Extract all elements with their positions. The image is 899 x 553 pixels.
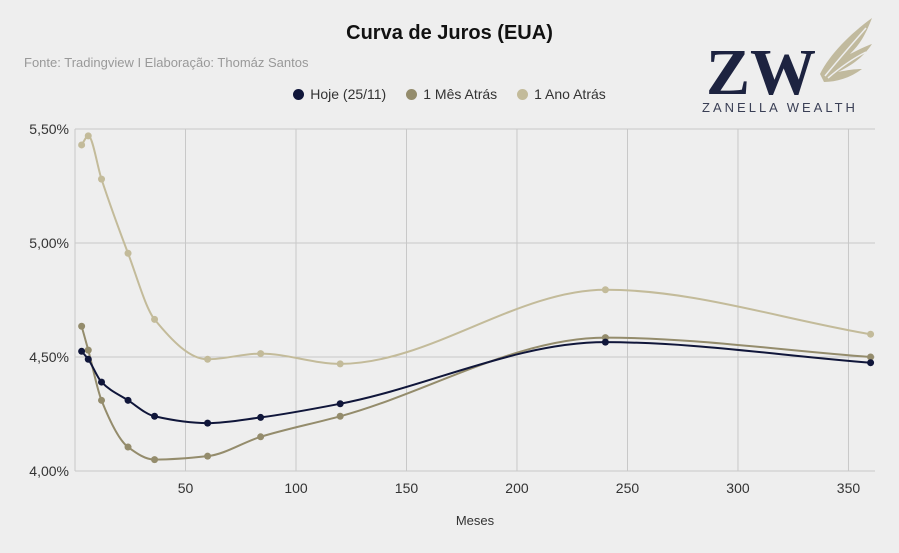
x-tick-labels: 50 100 150 200 250 300 350 bbox=[178, 480, 861, 496]
x-axis-label: Meses bbox=[456, 513, 495, 528]
series-lines bbox=[80, 134, 871, 461]
data-point-0[interactable] bbox=[98, 378, 106, 386]
y-tick-labels: 4,00% 4,50% 5,00% 5,50% bbox=[29, 121, 69, 479]
source-note: Fonte: Tradingview I Elaboração: Thomáz … bbox=[24, 55, 309, 70]
legend-dot-1-ano bbox=[517, 88, 529, 100]
data-point-2[interactable] bbox=[124, 249, 132, 257]
data-point-0[interactable] bbox=[336, 400, 344, 408]
data-point-1[interactable] bbox=[257, 433, 265, 441]
data-point-2[interactable] bbox=[336, 360, 344, 368]
legend-item-1-mes[interactable]: 1 Mês Atrás bbox=[406, 86, 497, 102]
y-tick-label: 4,50% bbox=[29, 349, 69, 365]
data-point-2[interactable] bbox=[78, 141, 86, 149]
data-point-2[interactable] bbox=[204, 355, 212, 363]
data-point-2[interactable] bbox=[151, 315, 159, 323]
data-point-2[interactable] bbox=[257, 350, 265, 358]
x-tick-label: 350 bbox=[837, 480, 861, 496]
data-point-1[interactable] bbox=[151, 456, 159, 464]
x-tick-label: 150 bbox=[395, 480, 419, 496]
legend-item-1-ano[interactable]: 1 Ano Atrás bbox=[517, 86, 606, 102]
data-point-2[interactable] bbox=[601, 286, 609, 294]
data-point-0[interactable] bbox=[78, 347, 86, 355]
legend-dot-hoje bbox=[293, 88, 305, 100]
data-point-2[interactable] bbox=[867, 330, 875, 338]
data-point-0[interactable] bbox=[124, 396, 132, 404]
data-point-2[interactable] bbox=[98, 175, 106, 183]
y-tick-label: 5,00% bbox=[29, 235, 69, 251]
x-tick-label: 300 bbox=[726, 480, 750, 496]
legend-label-1-mes: 1 Mês Atrás bbox=[423, 86, 498, 102]
x-tick-label: 100 bbox=[284, 480, 308, 496]
data-point-2[interactable] bbox=[84, 132, 92, 140]
data-point-1[interactable] bbox=[98, 396, 106, 404]
chart-title: Curva de Juros (EUA) bbox=[346, 22, 553, 44]
legend: Hoje (25/11) 1 Mês Atrás 1 Ano Atrás bbox=[0, 86, 899, 102]
data-point-0[interactable] bbox=[601, 338, 609, 346]
data-point-1[interactable] bbox=[84, 346, 92, 354]
x-tick-label: 200 bbox=[505, 480, 529, 496]
data-point-0[interactable] bbox=[84, 355, 92, 363]
series-line-2 bbox=[80, 134, 871, 365]
logo-text: ZANELLA WEALTH bbox=[702, 100, 858, 115]
legend-dot-1-mes bbox=[406, 88, 418, 100]
brand-logo: ZW ZANELLA WEALTH bbox=[700, 14, 880, 119]
x-tick-label: 50 bbox=[178, 480, 194, 496]
data-point-0[interactable] bbox=[151, 412, 159, 420]
data-point-1[interactable] bbox=[336, 412, 344, 420]
logo-wing-icon: ZW bbox=[706, 18, 872, 109]
y-tick-label: 4,00% bbox=[29, 463, 69, 479]
data-point-0[interactable] bbox=[867, 359, 875, 367]
data-point-1[interactable] bbox=[78, 322, 86, 330]
series-line-0 bbox=[80, 341, 871, 425]
legend-label-hoje: Hoje (25/11) bbox=[310, 86, 387, 102]
series-points bbox=[78, 132, 875, 464]
legend-label-1-ano: 1 Ano Atrás bbox=[534, 86, 606, 102]
data-point-0[interactable] bbox=[204, 419, 212, 427]
y-tick-label: 5,50% bbox=[29, 121, 69, 137]
data-point-1[interactable] bbox=[867, 353, 875, 361]
logo-monogram: ZW bbox=[706, 36, 816, 104]
x-tick-label: 250 bbox=[616, 480, 640, 496]
series-line-1 bbox=[80, 325, 871, 461]
legend-item-hoje[interactable]: Hoje (25/11) bbox=[293, 86, 386, 102]
data-point-1[interactable] bbox=[124, 443, 132, 451]
data-point-1[interactable] bbox=[204, 452, 212, 460]
data-point-0[interactable] bbox=[257, 413, 265, 421]
grid bbox=[74, 128, 875, 472]
